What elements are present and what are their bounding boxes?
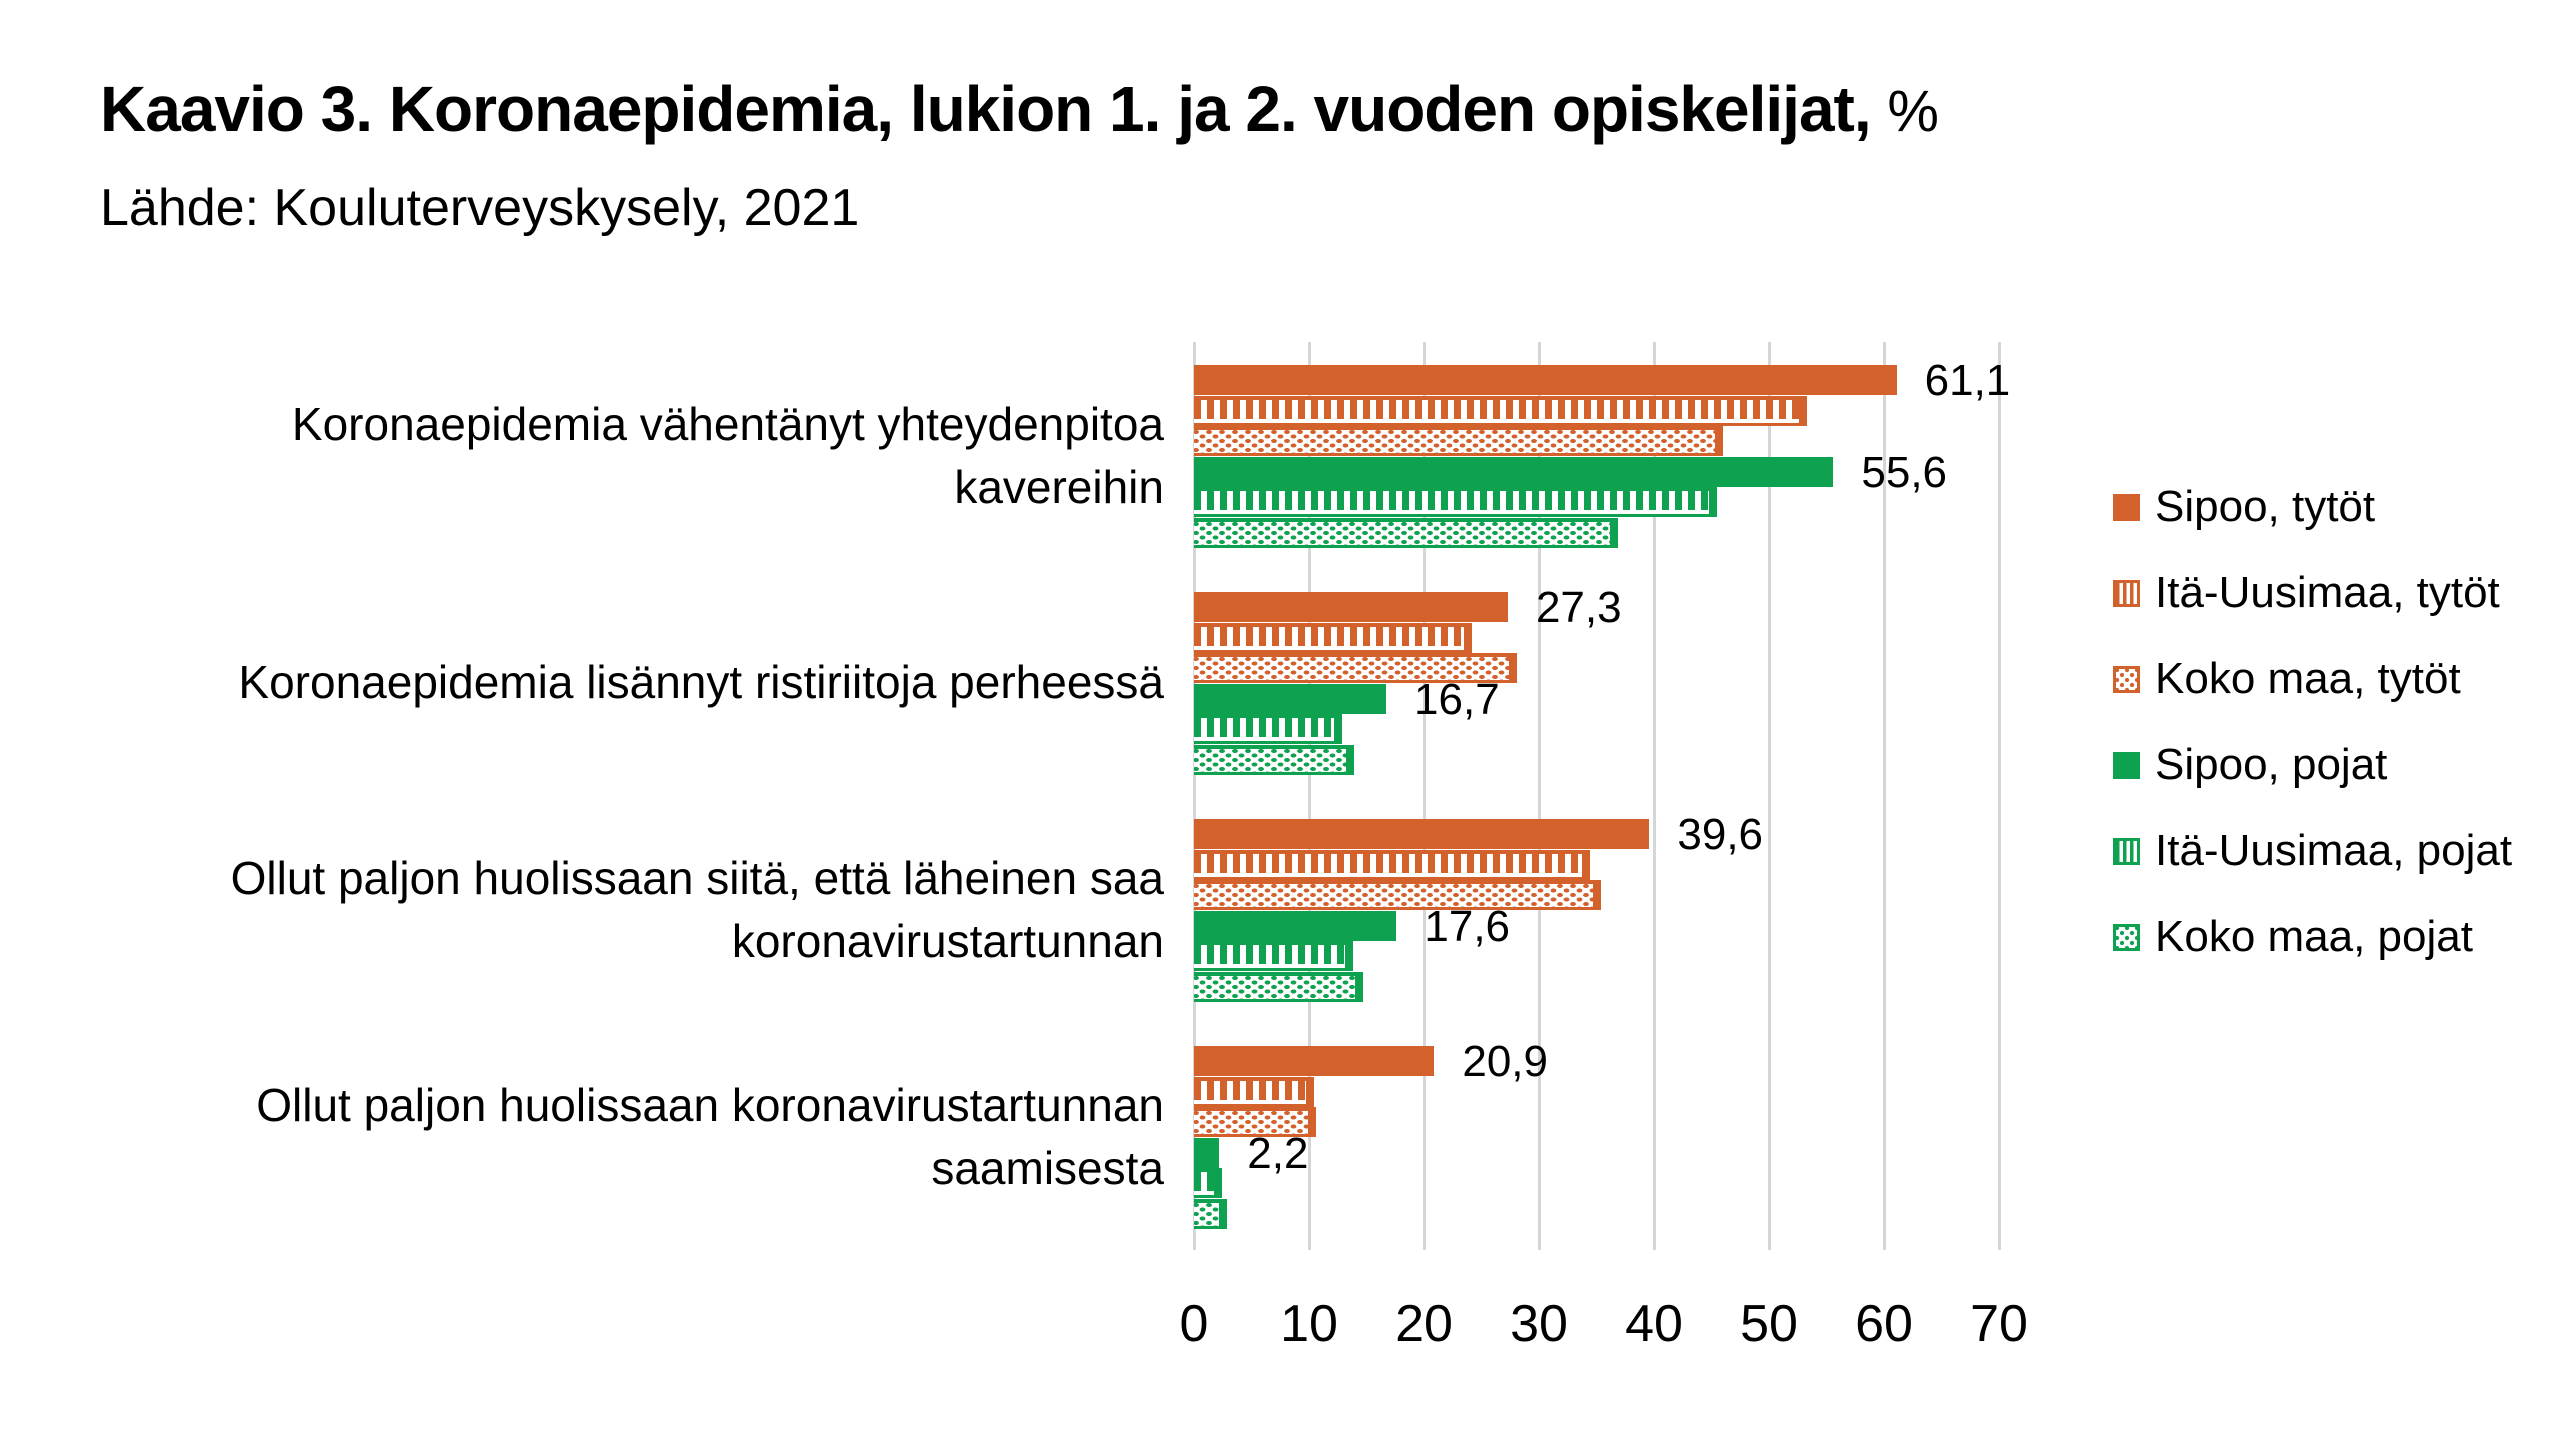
category-label-line: saamisesta xyxy=(931,1141,1164,1194)
category-label-line: kavereihin xyxy=(954,460,1164,513)
legend-item-label: Itä-Uusimaa, pojat xyxy=(2155,826,2513,875)
legend-swatch-striped-icon xyxy=(2113,579,2140,607)
bar-koko-maa-pojat-group2 xyxy=(1194,744,1354,775)
gridline-20 xyxy=(1423,342,1426,1250)
category-axis-labels: Koronaepidemia vähentänyt yhteydenpitoa k… xyxy=(60,342,1164,1250)
legend-swatch-dotted-icon xyxy=(2113,665,2140,693)
category-label-line: Koronaepidemia vähentänyt yhteydenpitoa xyxy=(291,398,1164,451)
legend-swatch-dotted-icon xyxy=(2113,923,2140,951)
category-label-2: Koronaepidemia lisännyt ristiriitoja per… xyxy=(60,569,1164,796)
gridline-70 xyxy=(1998,342,2001,1250)
bar-sipoo-pojat-group1 xyxy=(1194,456,1834,487)
category-label-line: Ollut paljon huolissaan koronavirustartu… xyxy=(256,1079,1164,1132)
bar-value-label: 17,6 xyxy=(1424,901,1511,951)
bar-it-uusimaa-tyt-t-group3 xyxy=(1194,849,1590,880)
bar-sipoo-pojat-group3 xyxy=(1194,910,1397,941)
bar-koko-maa-tyt-t-group1 xyxy=(1194,426,1723,456)
bar-sipoo-tyt-t-group3 xyxy=(1194,819,1650,849)
bar-koko-maa-tyt-t-group4 xyxy=(1194,1107,1316,1137)
chart-subtitle: Lähde: Kouluterveyskysely, 2021 xyxy=(100,179,860,237)
legend-item-koko-maa-pojat: Koko maa, pojat xyxy=(2113,912,2473,961)
legend-swatch-solid-icon xyxy=(2113,751,2140,779)
category-label-1: Koronaepidemia vähentänyt yhteydenpitoa k… xyxy=(60,342,1164,569)
x-tick-30: 30 xyxy=(1510,1295,1568,1353)
legend-item-label: Koko maa, pojat xyxy=(2155,912,2473,961)
legend-item-it-uusimaa-tyt-t: Itä-Uusimaa, tytöt xyxy=(2113,568,2500,617)
gridline-30 xyxy=(1538,342,1541,1250)
plot-area: 61,1 27,3 39,6 20,9 55,6 16,7 17,6 2,2 xyxy=(1193,342,2100,1250)
bar-koko-maa-pojat-group3 xyxy=(1194,971,1364,1002)
bar-value-label: 16,7 xyxy=(1414,674,1500,724)
legend-item-label: Sipoo, tytöt xyxy=(2155,482,2376,531)
x-tick-20: 20 xyxy=(1395,1295,1453,1353)
bar-it-uusimaa-pojat-group1 xyxy=(1194,487,1718,517)
bar-sipoo-pojat-group4 xyxy=(1194,1137,1220,1168)
chart-title: Kaavio 3. Koronaepidemia, lukion 1. ja 2… xyxy=(100,72,1939,146)
legend-item-label: Sipoo, pojat xyxy=(2155,740,2388,789)
legend-item-it-uusimaa-pojat: Itä-Uusimaa, pojat xyxy=(2113,826,2512,875)
x-tick-60: 60 xyxy=(1855,1295,1913,1353)
bar-sipoo-tyt-t-group2 xyxy=(1194,592,1508,622)
gridline-50 xyxy=(1768,342,1771,1250)
bar-it-uusimaa-pojat-group3 xyxy=(1194,941,1353,971)
category-label-3: Ollut paljon huolissaan siitä, että lähe… xyxy=(60,796,1164,1023)
x-tick-0: 0 xyxy=(1179,1295,1209,1353)
chart-title-main: Kaavio 3. Koronaepidemia, lukion 1. ja 2… xyxy=(100,73,1872,145)
bar-koko-maa-tyt-t-group2 xyxy=(1194,653,1518,683)
bar-it-uusimaa-pojat-group2 xyxy=(1194,714,1343,744)
legend-swatch-solid-icon xyxy=(2113,493,2140,521)
bar-value-label: 61,1 xyxy=(1924,356,2011,405)
bar-it-uusimaa-pojat-group4 xyxy=(1194,1168,1222,1198)
x-tick-50: 50 xyxy=(1740,1295,1798,1353)
bar-koko-maa-pojat-group1 xyxy=(1194,517,1619,548)
x-axis-tick-labels: 0 10 20 30 40 50 60 70 xyxy=(1180,1294,2100,1364)
legend-swatch-striped-icon xyxy=(2113,837,2140,865)
bar-koko-maa-tyt-t-group3 xyxy=(1194,880,1602,910)
bar-it-uusimaa-tyt-t-group2 xyxy=(1194,622,1473,653)
gridline-0 xyxy=(1193,342,1196,1250)
x-tick-70: 70 xyxy=(1970,1295,2028,1353)
chart-title-unit: % xyxy=(1887,79,1939,144)
bar-sipoo-tyt-t-group1 xyxy=(1194,365,1897,395)
legend-item-koko-maa-tyt-t: Koko maa, tytöt xyxy=(2113,654,2461,703)
category-label-line: Koronaepidemia lisännyt ristiriitoja per… xyxy=(238,656,1164,709)
bar-value-label: 39,6 xyxy=(1677,810,1764,859)
legend-item-sipoo-pojat: Sipoo, pojat xyxy=(2113,740,2387,789)
gridline-60 xyxy=(1883,342,1886,1250)
bar-value-label: 27,3 xyxy=(1535,583,1622,632)
bar-value-label: 55,6 xyxy=(1861,447,1948,497)
bar-sipoo-tyt-t-group4 xyxy=(1194,1046,1435,1076)
category-label-4: Ollut paljon huolissaan koronavirustartu… xyxy=(60,1023,1164,1250)
bar-koko-maa-pojat-group4 xyxy=(1194,1198,1228,1229)
legend-item-label: Koko maa, tytöt xyxy=(2155,654,2461,703)
bar-value-label: 2,2 xyxy=(1247,1128,1309,1178)
bar-it-uusimaa-tyt-t-group1 xyxy=(1194,395,1807,426)
x-tick-10: 10 xyxy=(1280,1295,1338,1353)
bar-it-uusimaa-tyt-t-group4 xyxy=(1194,1076,1314,1107)
category-label-line: koronavirustartunnan xyxy=(731,914,1164,967)
bar-value-label: 20,9 xyxy=(1462,1037,1548,1086)
gridline-40 xyxy=(1653,342,1656,1250)
gridline-10 xyxy=(1308,342,1311,1250)
bar-sipoo-pojat-group2 xyxy=(1194,683,1387,714)
x-tick-40: 40 xyxy=(1625,1295,1683,1353)
category-label-line: Ollut paljon huolissaan siitä, että lähe… xyxy=(230,852,1164,905)
legend-item-label: Itä-Uusimaa, tytöt xyxy=(2155,568,2500,617)
legend-item-sipoo-tyt-t: Sipoo, tytöt xyxy=(2113,482,2375,531)
